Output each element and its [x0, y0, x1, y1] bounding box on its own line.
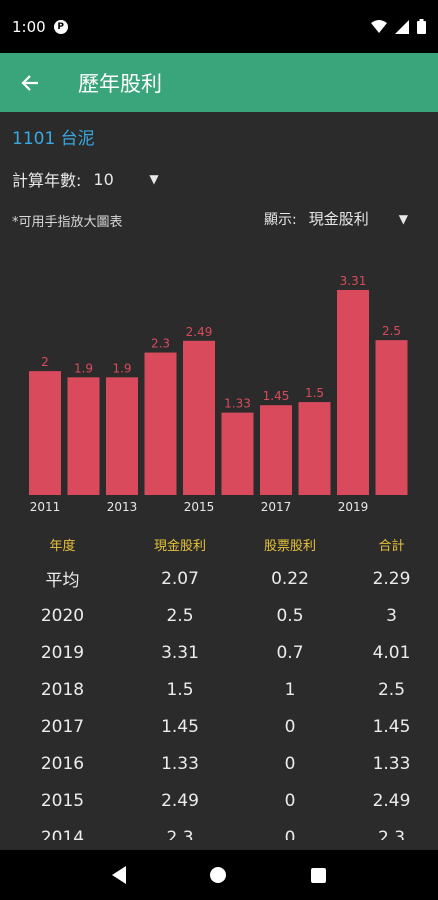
page-title: 歷年股利 — [78, 71, 162, 96]
cell-year: 2015 — [40, 790, 85, 811]
bar-2014[interactable] — [144, 352, 177, 495]
cell-cash: 2.07 — [161, 568, 199, 589]
zoom-hint: *可用手指放大圖表 — [12, 215, 123, 230]
cell-year: 2020 — [40, 605, 85, 626]
status-icons — [371, 19, 426, 34]
cell-year: 2018 — [40, 679, 85, 700]
table-row: 2014 2.3 0 2.3 — [0, 819, 438, 841]
cell-total: 2.5 — [377, 679, 406, 700]
bar-value-label: 1.5 — [305, 386, 324, 400]
x-tick-label: 2013 — [107, 500, 138, 514]
x-tick-label: 2019 — [338, 500, 369, 514]
show-label: 顯示: — [264, 211, 297, 228]
bar-2017[interactable] — [260, 405, 292, 495]
caret-down-icon[interactable]: ▼ — [149, 172, 159, 186]
back-button[interactable] — [0, 53, 60, 112]
cell-cash: 2.5 — [166, 605, 194, 626]
app-bar: 歷年股利 — [0, 53, 438, 112]
cell-cash: 1.33 — [161, 753, 199, 774]
bar-2016[interactable] — [221, 412, 254, 495]
status-time: 1:00 — [12, 17, 46, 36]
stock-name[interactable]: 1101 台泥 — [12, 129, 95, 149]
header-stock: 股票股利 — [263, 538, 316, 554]
table-row: 2017 1.45 0 1.45 — [0, 708, 438, 745]
x-tick-label: 2017 — [261, 500, 292, 514]
arrow-left-icon — [21, 74, 38, 91]
bar-value-label: 1.9 — [74, 361, 93, 375]
cell-cash: 2.3 — [166, 827, 194, 841]
header-cash: 現金股利 — [153, 538, 206, 554]
cell-year: 2014 — [40, 827, 85, 841]
table-row: 2018 1.5 1 2.5 — [0, 671, 438, 708]
navigation-bar — [0, 850, 438, 900]
table-row: 2020 2.5 0.5 3 — [0, 597, 438, 634]
cell-total: 2.49 — [372, 790, 411, 811]
dividend-table-container[interactable]: 年度 現金股利 股票股利 合計 平均 2.07 0.22 2.29 2020 2… — [0, 528, 438, 841]
cell-year: 2017 — [40, 716, 85, 737]
bar-2012[interactable] — [67, 377, 100, 495]
table-row: 2015 2.49 0 2.49 — [0, 782, 438, 819]
nav-home-icon[interactable] — [210, 867, 227, 883]
show-selector[interactable]: 顯示: 現金股利 ▼ — [264, 208, 408, 229]
years-label: 計算年數: — [12, 171, 82, 190]
bar-value-label: 1.33 — [224, 397, 251, 411]
table-row: 平均 2.07 0.22 2.29 — [0, 560, 438, 597]
cell-year: 2016 — [40, 753, 85, 774]
cell-year: 平均 — [45, 571, 80, 591]
cell-total: 1.45 — [372, 716, 411, 737]
cell-stock: 1 — [284, 679, 296, 700]
cell-stock: 0.22 — [271, 568, 309, 589]
years-value[interactable]: 10 — [93, 169, 114, 189]
bar-value-label: 2.5 — [382, 324, 401, 338]
status-bar: 1:00 P — [0, 0, 438, 53]
bar-2018[interactable] — [298, 402, 331, 495]
bar-2015[interactable] — [183, 340, 215, 495]
bar-2013[interactable] — [106, 377, 138, 495]
cell-stock: 0 — [284, 716, 296, 737]
cell-cash: 3.31 — [161, 642, 199, 663]
cell-stock: 0.5 — [276, 605, 304, 626]
cell-stock: 0 — [284, 753, 296, 774]
notification-icon: P — [53, 19, 68, 34]
bar-value-label: 1.9 — [112, 361, 131, 375]
nav-back-icon[interactable] — [112, 866, 127, 884]
cell-total: 3 — [386, 605, 397, 626]
bar-2020[interactable] — [375, 340, 408, 495]
battery-icon — [417, 19, 426, 34]
cell-stock: 0.7 — [276, 642, 304, 663]
bar-value-label: 2.3 — [151, 337, 170, 351]
cell-total: 2.3 — [377, 827, 406, 841]
bar-value-label: 3.31 — [340, 274, 367, 288]
cell-total: 4.01 — [372, 642, 411, 663]
cell-cash: 2.49 — [161, 790, 199, 811]
bar-2011[interactable] — [29, 371, 61, 495]
header-total: 合計 — [378, 538, 405, 554]
cell-total: 2.29 — [372, 568, 411, 589]
table-header-row: 年度 現金股利 股票股利 合計 — [0, 528, 438, 560]
dividend-chart[interactable]: 2 2011 1.9 1.9 2013 2.3 2.49 2015 1.33 1.45 2017 1.… — [0, 250, 438, 520]
years-selector[interactable]: 計算年數: 10 ▼ — [12, 167, 159, 191]
signal-icon — [395, 19, 409, 34]
table-row: 2016 1.33 0 1.33 — [0, 745, 438, 782]
cell-total: 1.33 — [372, 753, 411, 774]
cell-year: 2019 — [40, 642, 85, 663]
bar-2019[interactable] — [337, 290, 369, 495]
show-value[interactable]: 現金股利 — [308, 210, 369, 228]
cell-cash: 1.45 — [161, 716, 199, 737]
wifi-icon — [371, 19, 387, 33]
bar-value-label: 2.49 — [186, 325, 213, 339]
nav-recents-icon[interactable] — [310, 867, 326, 883]
bar-value-label: 2 — [41, 355, 49, 369]
x-tick-label: 2015 — [184, 500, 215, 514]
x-tick-label: 2011 — [30, 500, 61, 514]
dividend-table: 年度 現金股利 股票股利 合計 平均 2.07 0.22 2.29 2020 2… — [0, 528, 438, 841]
bar-value-label: 1.45 — [263, 389, 290, 403]
header-year: 年度 — [49, 538, 76, 554]
table-row: 2019 3.31 0.7 4.01 — [0, 634, 438, 671]
caret-down-icon[interactable]: ▼ — [398, 211, 408, 226]
cell-cash: 1.5 — [166, 679, 194, 700]
cell-stock: 0 — [284, 790, 296, 811]
cell-stock: 0 — [284, 827, 296, 841]
